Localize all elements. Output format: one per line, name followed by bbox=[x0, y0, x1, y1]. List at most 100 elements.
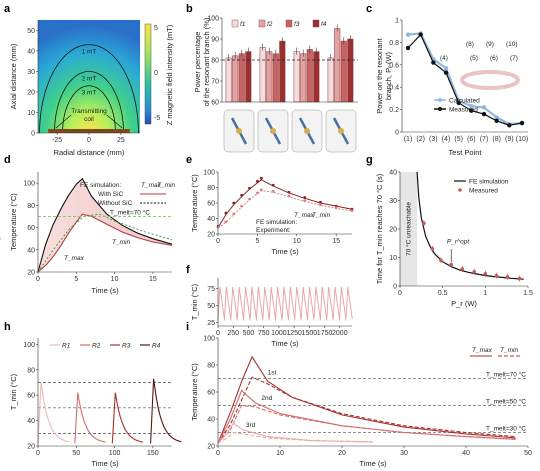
legend-label: FE simulation bbox=[469, 179, 509, 186]
series-line-Measured bbox=[407, 33, 523, 126]
marker-Measured bbox=[494, 118, 499, 124]
inset-label: (9) bbox=[486, 41, 494, 48]
h-y-tick-label: 20 bbox=[27, 444, 35, 451]
marker-Measured bbox=[469, 108, 474, 113]
marker-Measured bbox=[481, 111, 487, 117]
panel-letter-g: g bbox=[366, 154, 373, 166]
series-line-R3 bbox=[111, 392, 144, 444]
c-xlabel: Test Point bbox=[449, 148, 483, 157]
bar-f1 bbox=[293, 51, 300, 103]
series-line-2nd-T_max bbox=[217, 389, 516, 444]
c-x-tick-label: (7) bbox=[480, 136, 489, 143]
legend-label: T_min bbox=[312, 212, 330, 219]
marker-T_min-experiment bbox=[240, 204, 244, 208]
legend-label: f1 bbox=[240, 21, 246, 28]
b-ylabel-line1: Power percentage bbox=[193, 32, 202, 93]
panel-letter-b: b bbox=[186, 3, 193, 15]
g-x-tick-label: 0 bbox=[398, 290, 402, 297]
cycle-trace bbox=[281, 286, 289, 321]
a-y-tick-label: 10 bbox=[27, 110, 35, 117]
marker-T_min-experiment bbox=[319, 203, 322, 206]
b-y-tick-label: 100 bbox=[207, 16, 219, 23]
contour-label: 2 mT bbox=[82, 75, 97, 82]
legend-label: R3 bbox=[122, 343, 131, 350]
series-line-fe-simulation bbox=[416, 171, 524, 280]
marker-measured bbox=[472, 269, 477, 274]
e-y-tick-label: 80 bbox=[207, 185, 215, 192]
legend-swatch bbox=[231, 19, 239, 28]
marker-T_max-experiment bbox=[248, 186, 251, 190]
legend-label: R1 bbox=[62, 343, 71, 350]
legend-label: T_min bbox=[500, 347, 518, 354]
f-x-tick-label: 0 bbox=[216, 330, 220, 337]
panel-letter-h: h bbox=[4, 321, 11, 333]
marker-Measured bbox=[507, 123, 512, 128]
colorbar-tick-label: 0 bbox=[154, 70, 158, 77]
series-line-1st-T_min bbox=[217, 376, 516, 444]
marker-T_max-experiment bbox=[271, 183, 275, 187]
legend-label: R4 bbox=[152, 343, 161, 350]
unreachable-region bbox=[400, 172, 418, 286]
f-x-tick-label: 1000 bbox=[271, 330, 287, 337]
marker-T_min-experiment bbox=[256, 191, 259, 195]
e-x-tick-label: 10 bbox=[293, 238, 301, 245]
cycle-trace bbox=[339, 286, 347, 321]
i-y-tick-label: 20 bbox=[207, 444, 215, 451]
c-x-tick-label: (5) bbox=[454, 136, 463, 143]
coil-plate bbox=[48, 129, 130, 133]
cycle-trace bbox=[294, 286, 302, 321]
marker-measured bbox=[430, 247, 435, 251]
marker-Calculated bbox=[443, 65, 449, 71]
c-x-tick-label: (2) bbox=[416, 136, 425, 143]
i-x-tick-label: 50 bbox=[524, 450, 532, 457]
marker-Calculated bbox=[494, 115, 499, 120]
bar-f2 bbox=[232, 55, 239, 103]
e-y-tick-label: 20 bbox=[207, 232, 215, 239]
panel-letter-a: a bbox=[4, 3, 11, 15]
a-xlabel: Radial distance (mm) bbox=[54, 148, 125, 157]
c-y-tick-label: 0.8 bbox=[389, 40, 399, 47]
marker-Calculated bbox=[469, 104, 474, 109]
config-icon-node bbox=[270, 128, 276, 134]
e-x-tick-label: 15 bbox=[332, 238, 340, 245]
contour-label: 1 mT bbox=[82, 49, 97, 56]
h-axes bbox=[37, 338, 172, 447]
h-ylabel: T_min (°C) bbox=[9, 373, 18, 410]
i-x-tick-label: 30 bbox=[400, 450, 408, 457]
bar-f2 bbox=[300, 53, 307, 103]
marker-Calculated bbox=[481, 105, 487, 110]
legend-label: Calculated bbox=[449, 98, 480, 105]
e-y-tick-label: 40 bbox=[207, 216, 215, 223]
series-line-2nd-T_min bbox=[217, 404, 516, 444]
cycle-trace bbox=[313, 286, 321, 321]
field-contour bbox=[62, 85, 116, 134]
c-y-tick-label: 1 bbox=[395, 18, 399, 25]
coil-label-line2: coil bbox=[84, 116, 94, 123]
c-y-tick-label: 0.6 bbox=[389, 62, 399, 69]
sic-band bbox=[38, 178, 172, 272]
cycle-trace bbox=[236, 286, 245, 321]
g-x-tick-label: 1.5 bbox=[523, 290, 533, 297]
h-y-tick-label: 60 bbox=[27, 393, 35, 400]
legend-label: Experiment: bbox=[256, 227, 291, 234]
d-ylabel: Temperature (°C) bbox=[9, 193, 18, 251]
legend-label: With SiC bbox=[98, 191, 124, 198]
marker-measured bbox=[439, 258, 443, 263]
g-y-tick-label: 30 bbox=[389, 198, 397, 205]
i-axes bbox=[217, 338, 528, 447]
d-x-tick-label: 0 bbox=[36, 276, 40, 283]
inset-label: (7) bbox=[510, 55, 518, 62]
legend-marker bbox=[458, 188, 462, 192]
bar-f4 bbox=[313, 51, 320, 103]
colorbar-tick-label: 5 bbox=[154, 25, 158, 32]
legend-label: Without SiC bbox=[98, 200, 133, 207]
marker-T_max-experiment bbox=[232, 201, 236, 205]
i-ylabel: Temperature (°C) bbox=[190, 363, 199, 421]
series-line-1st-T_max bbox=[217, 355, 516, 444]
b-y-tick-label: 70 bbox=[211, 79, 219, 86]
inset-label: (5) bbox=[470, 55, 478, 62]
field-contour bbox=[54, 70, 124, 134]
colorbar-label: Z magnetic field intensity (mT) bbox=[165, 24, 174, 125]
bar-f1 bbox=[225, 57, 232, 103]
